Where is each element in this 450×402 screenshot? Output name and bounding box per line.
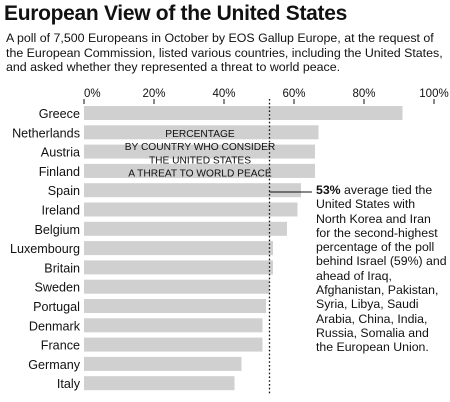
bar-ireland: [84, 202, 298, 217]
bar-greece: [84, 106, 403, 120]
annotation-highlight: 53%: [316, 183, 341, 197]
bar-netherlands: [84, 125, 319, 140]
bar-germany: [84, 356, 242, 371]
box-label-line: PERCENTAGE: [165, 129, 235, 140]
category-label: Germany: [28, 358, 80, 372]
x-tick-label: 40%: [212, 88, 235, 100]
bar-belgium: [84, 221, 287, 236]
box-label-line: THE UNITED STATES: [149, 155, 251, 166]
bar-sweden: [84, 279, 270, 294]
bar-france: [84, 337, 263, 352]
annotation-text: average tied the United States with Nort…: [316, 183, 447, 355]
category-label: Ireland: [41, 204, 80, 218]
x-tick-label: 100%: [419, 88, 448, 100]
x-tick-label: 0%: [84, 88, 101, 100]
category-label: Sweden: [34, 281, 80, 295]
category-label: Spain: [48, 184, 80, 198]
bar-austria: [84, 144, 315, 159]
box-label-line: A THREAT TO WORLD PEACE: [128, 169, 272, 180]
bar-spain: [84, 183, 301, 198]
box-label-line: BY COUNTRY WHO CONSIDER: [125, 142, 276, 153]
category-label: Portugal: [33, 300, 80, 314]
bar-italy: [84, 376, 235, 391]
chart-title: European View of the United States: [4, 2, 347, 25]
category-label: Denmark: [29, 319, 81, 333]
category-label: France: [41, 339, 80, 353]
average-annotation: 53% average tied the United States with …: [316, 183, 448, 355]
category-label: Finland: [39, 165, 80, 179]
chart-subtitle: A poll of 7,500 Europeans in October by …: [6, 31, 443, 75]
category-label: Belgium: [35, 223, 81, 237]
bar-britain: [84, 260, 273, 275]
category-label: Britain: [44, 261, 80, 275]
category-label: Italy: [57, 377, 81, 391]
x-tick-label: 60%: [282, 88, 305, 100]
bar-luxembourg: [84, 241, 273, 256]
x-tick-label: 20%: [142, 88, 165, 100]
category-label: Luxembourg: [10, 242, 80, 256]
category-label: Austria: [41, 146, 80, 160]
bar-finland: [84, 163, 315, 178]
bar-denmark: [84, 318, 263, 333]
category-label: Greece: [39, 107, 80, 121]
bar-portugal: [84, 299, 266, 313]
category-label: Netherlands: [12, 126, 80, 140]
x-tick-label: 80%: [352, 88, 375, 100]
